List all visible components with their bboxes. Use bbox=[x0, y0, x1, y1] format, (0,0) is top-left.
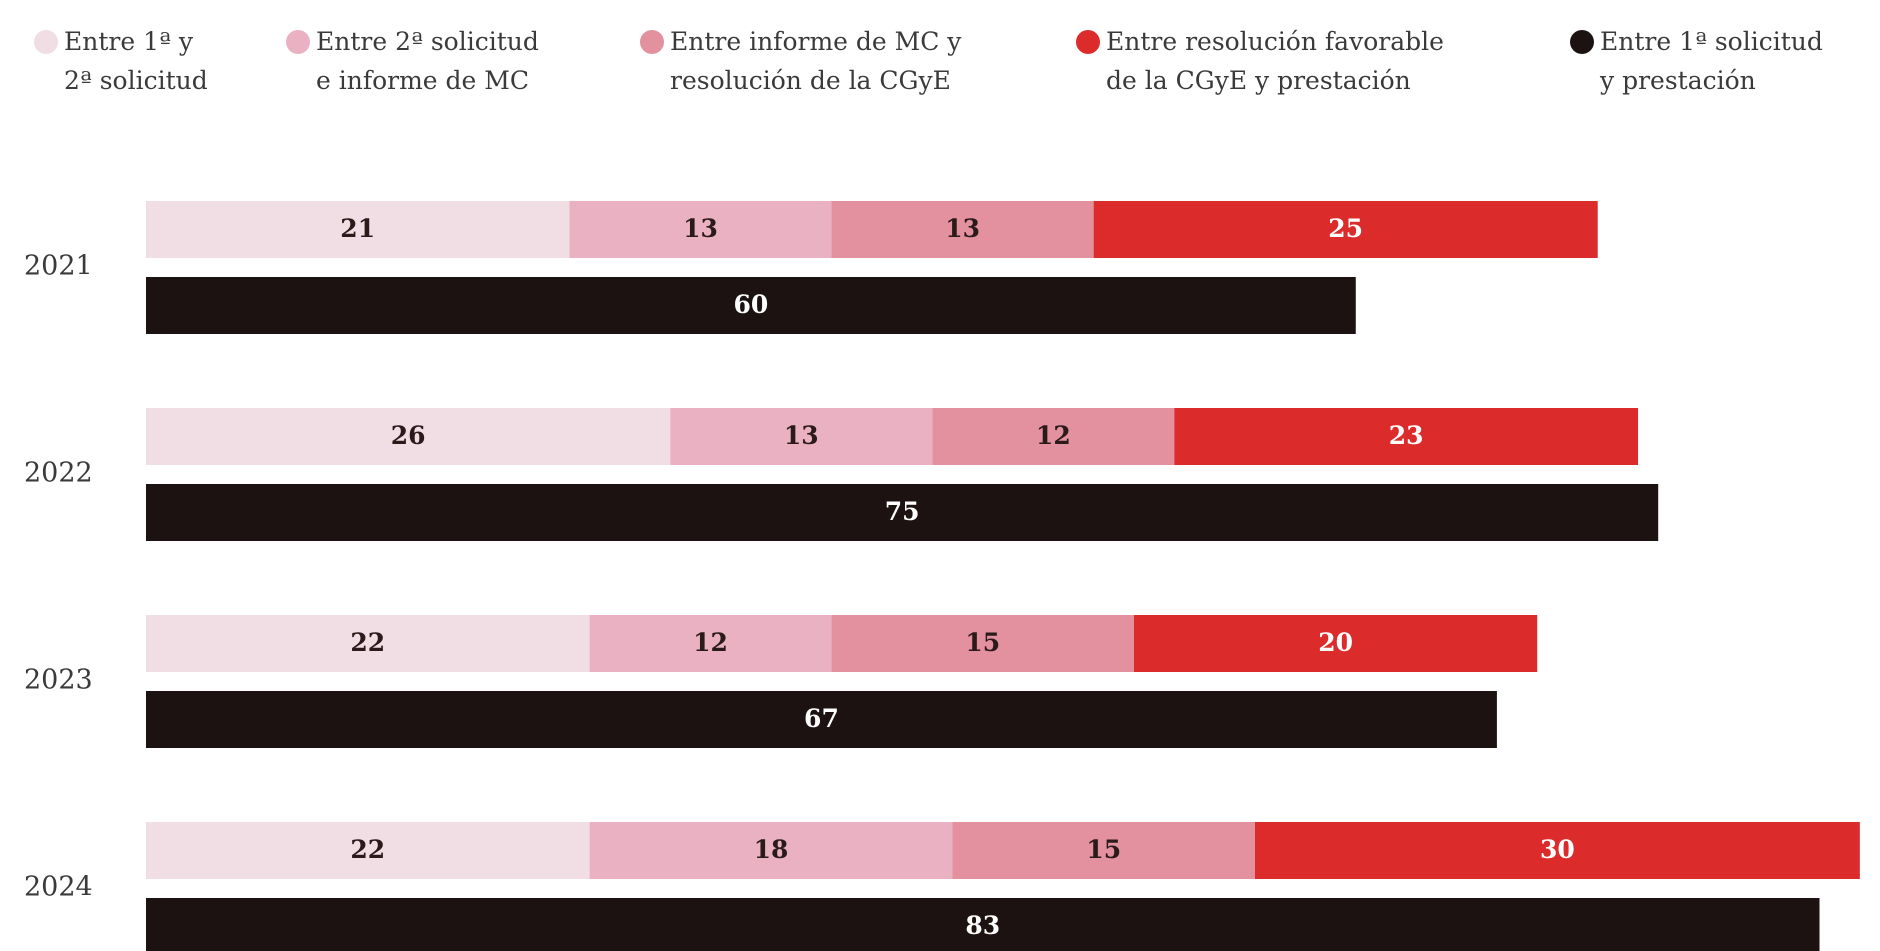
value-label: 26 bbox=[391, 421, 426, 450]
value-label: 18 bbox=[754, 835, 789, 864]
value-label: 15 bbox=[1086, 835, 1121, 864]
value-label: 12 bbox=[693, 628, 728, 657]
value-label: 23 bbox=[1389, 421, 1424, 450]
value-label: 15 bbox=[965, 628, 1000, 657]
value-label: 25 bbox=[1328, 214, 1363, 243]
bar-segment bbox=[146, 822, 590, 879]
value-label: 12 bbox=[1036, 421, 1071, 450]
bar-segment bbox=[831, 201, 1094, 258]
value-label: 67 bbox=[804, 704, 839, 733]
value-label: 30 bbox=[1540, 835, 1575, 864]
y-tick-label: 2022 bbox=[24, 458, 93, 489]
bar-segment bbox=[589, 822, 953, 879]
bar-segment bbox=[146, 615, 590, 672]
bar-segment bbox=[670, 408, 933, 465]
y-tick-label: 2024 bbox=[24, 872, 93, 903]
value-label: 60 bbox=[733, 290, 768, 319]
legend-label: Entre 1ª solicitud y prestación bbox=[1600, 27, 1823, 95]
bar-segment bbox=[1133, 615, 1538, 672]
legend-swatch bbox=[286, 30, 310, 54]
bar-segment bbox=[1174, 408, 1639, 465]
y-tick-label: 2021 bbox=[24, 251, 93, 282]
value-label: 83 bbox=[965, 911, 1000, 940]
legend-label: Entre 1ª y 2ª solicitud bbox=[64, 27, 208, 95]
value-label: 75 bbox=[885, 497, 920, 526]
y-tick-label: 2023 bbox=[24, 665, 93, 696]
value-label: 22 bbox=[350, 628, 385, 657]
legend-label: Entre informe de MC y resolución de la C… bbox=[670, 27, 962, 95]
bar-segment bbox=[146, 691, 1497, 748]
legend-swatch bbox=[640, 30, 664, 54]
value-label: 13 bbox=[784, 421, 819, 450]
value-label: 13 bbox=[945, 214, 980, 243]
bar-segment bbox=[569, 201, 832, 258]
value-label: 13 bbox=[683, 214, 718, 243]
bar-segment bbox=[1093, 201, 1598, 258]
legend-label: Entre resolución favorable de la CGyE y … bbox=[1106, 27, 1444, 95]
value-label: 20 bbox=[1318, 628, 1353, 657]
bar-segment bbox=[146, 201, 570, 258]
bar-segment bbox=[146, 898, 1820, 951]
legend-swatch bbox=[1076, 30, 1100, 54]
bar-segment bbox=[1254, 822, 1860, 879]
bar-segment bbox=[932, 408, 1175, 465]
legend-swatch bbox=[34, 30, 58, 54]
legend-swatch bbox=[1570, 30, 1594, 54]
bar-segment bbox=[146, 484, 1659, 541]
bar-segment bbox=[589, 615, 832, 672]
bar-segment bbox=[952, 822, 1255, 879]
bar-segment bbox=[146, 408, 671, 465]
bar-segment bbox=[146, 277, 1356, 334]
value-label: 22 bbox=[350, 835, 385, 864]
legend-label: Entre 2ª solicitud e informe de MC bbox=[316, 27, 539, 95]
bar-segment bbox=[831, 615, 1134, 672]
legend: Entre 1ª y 2ª solicitud Entre 2ª solicitu… bbox=[0, 0, 1880, 110]
value-label: 21 bbox=[340, 214, 375, 243]
